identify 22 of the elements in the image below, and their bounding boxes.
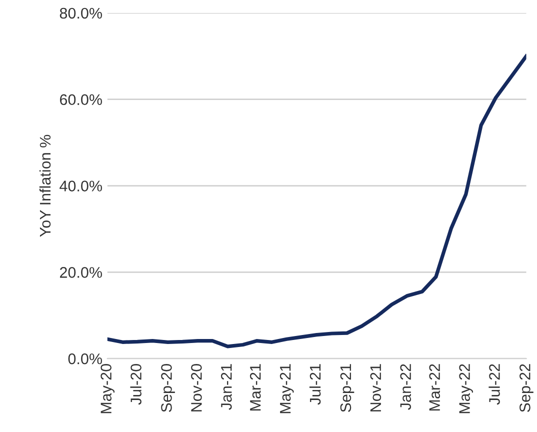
x-tick-label: Nov-21: [370, 364, 382, 412]
y-axis-title: YoY Inflation %: [39, 134, 51, 237]
y-tick-label: 80.0%: [60, 8, 102, 19]
x-tick-label: Jan-22: [400, 364, 412, 410]
x-tick-label: Jan-21: [220, 364, 232, 410]
y-tick-label: 20.0%: [60, 267, 102, 278]
x-tick-label: Nov-20: [191, 364, 202, 412]
x-tick-label: Mar-21: [250, 364, 261, 411]
x-tick-label: May-22: [459, 364, 473, 414]
x-tick-label: May-20: [100, 364, 115, 414]
x-tick-label: Jul-22: [488, 364, 500, 405]
y-tick-label: 60.0%: [60, 94, 102, 106]
x-tick-label: Jul-20: [130, 364, 142, 405]
x-tick-label: Mar-22: [429, 364, 440, 411]
x-tick-label: Sep-21: [340, 364, 354, 412]
x-tick-label: Sep-20: [161, 364, 175, 412]
y-tick-label: 40.0%: [60, 180, 102, 192]
line-series: [107, 54, 526, 348]
y-tick-label: 0.0%: [68, 353, 102, 364]
x-tick-label: Sep-22: [520, 364, 534, 412]
x-tick-label: May-21: [280, 364, 294, 414]
x-tick-label: Jul-21: [309, 364, 321, 405]
